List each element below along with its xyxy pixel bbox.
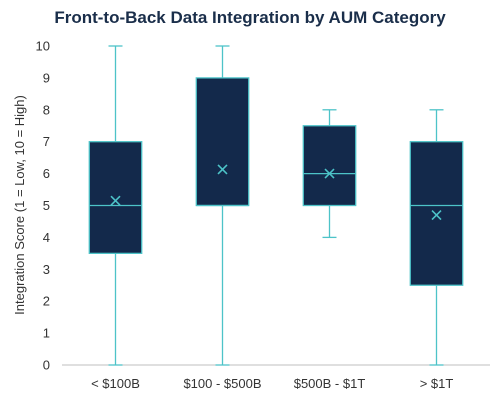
- y-tick-label: 5: [43, 198, 50, 213]
- y-tick-label: 3: [43, 262, 50, 277]
- mean-marker: [324, 168, 335, 179]
- box: [195, 77, 250, 207]
- y-tick-label: 8: [43, 102, 50, 117]
- y-tick-label: 2: [43, 294, 50, 309]
- y-tick-label: 10: [36, 39, 50, 54]
- mean-marker: [431, 210, 442, 221]
- y-tick-label: 9: [43, 70, 50, 85]
- x-tick-label: < $100B: [91, 376, 140, 391]
- box: [409, 141, 464, 286]
- y-tick-label: 1: [43, 326, 50, 341]
- mean-marker: [110, 195, 121, 206]
- box: [88, 141, 143, 254]
- y-tick-label: 4: [43, 230, 50, 245]
- y-tick-label: 7: [43, 134, 50, 149]
- x-tick-label: $100 - $500B: [183, 376, 261, 391]
- y-tick-label: 0: [43, 358, 50, 373]
- mean-marker: [217, 164, 228, 175]
- y-axis-label: Integration Score (1 = Low, 10 = High): [12, 95, 27, 315]
- chart-title: Front-to-Back Data Integration by AUM Ca…: [54, 8, 446, 27]
- x-tick-label: $500B - $1T: [294, 376, 366, 391]
- x-tick-label: > $1T: [420, 376, 454, 391]
- y-tick-label: 6: [43, 166, 50, 181]
- box: [302, 125, 357, 207]
